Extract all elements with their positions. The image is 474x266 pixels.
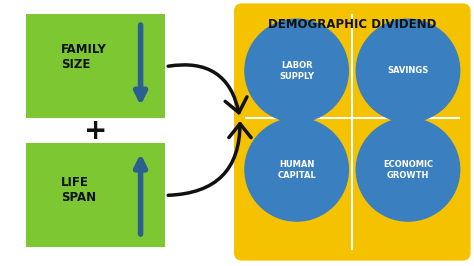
Text: SAVINGS: SAVINGS [387, 66, 428, 75]
FancyArrowPatch shape [168, 124, 251, 195]
FancyBboxPatch shape [26, 14, 165, 118]
FancyArrowPatch shape [168, 65, 247, 113]
Circle shape [245, 118, 348, 221]
Circle shape [356, 19, 460, 122]
Circle shape [356, 118, 460, 221]
Text: ECONOMIC
GROWTH: ECONOMIC GROWTH [383, 160, 433, 180]
Text: HUMAN
CAPITAL: HUMAN CAPITAL [277, 160, 316, 180]
Text: +: + [84, 117, 108, 145]
Text: FAMILY
SIZE: FAMILY SIZE [61, 43, 107, 71]
FancyBboxPatch shape [26, 143, 165, 247]
FancyBboxPatch shape [234, 3, 471, 261]
Text: DEMOGRAPHIC DIVIDEND: DEMOGRAPHIC DIVIDEND [268, 18, 437, 31]
Circle shape [245, 19, 348, 122]
Text: LABOR
SUPPLY: LABOR SUPPLY [279, 61, 314, 81]
Text: LIFE
SPAN: LIFE SPAN [61, 176, 96, 204]
